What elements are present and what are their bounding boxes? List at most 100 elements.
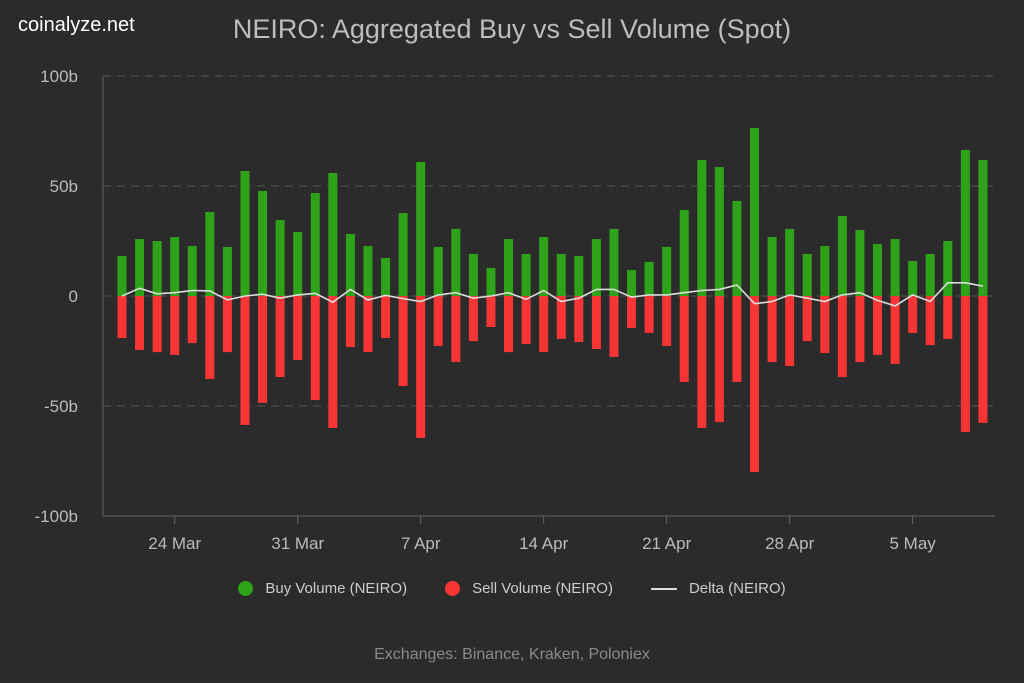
sell-bar — [222, 296, 232, 353]
sell-bar — [574, 296, 584, 342]
sell-bar — [978, 296, 988, 423]
sell-bar — [960, 296, 970, 432]
sell-bar — [258, 296, 268, 403]
sell-bar — [468, 296, 478, 342]
sell-bar — [750, 296, 760, 472]
sell-bar — [943, 296, 953, 339]
buy-bar — [837, 215, 847, 296]
buy-bar — [521, 253, 531, 296]
x-tick-label: 5 May — [890, 534, 937, 553]
buy-bar — [732, 200, 742, 296]
buy-bar — [574, 255, 584, 296]
sell-bar — [345, 296, 355, 348]
sell-bar — [398, 296, 408, 386]
legend-buy-label: Buy Volume (NEIRO) — [265, 580, 408, 597]
sell-bar — [363, 296, 373, 353]
y-tick-label: 0 — [69, 287, 78, 306]
buy-bar — [328, 173, 338, 296]
sell-bar — [855, 296, 865, 362]
sell-bar — [890, 296, 900, 364]
x-tick-label: 14 Apr — [519, 534, 568, 553]
x-tick-label: 28 Apr — [765, 534, 814, 553]
chart-title: NEIRO: Aggregated Buy vs Sell Volume (Sp… — [232, 14, 792, 44]
delta-line-icon — [650, 587, 677, 590]
sell-bar — [381, 296, 391, 339]
y-tick-label: 50b — [50, 177, 78, 196]
sell-bar — [837, 296, 847, 377]
buy-bar — [925, 253, 935, 296]
buy-bar — [714, 167, 724, 296]
legend: Buy Volume (NEIRO) Sell Volume (NEIRO) D… — [0, 580, 1024, 597]
sell-bar — [873, 296, 883, 355]
buy-bar — [486, 268, 496, 296]
sell-bar — [802, 296, 812, 342]
buy-bar — [591, 239, 601, 296]
y-tick-label: -50b — [44, 397, 78, 416]
x-tick-label: 24 Mar — [148, 534, 201, 553]
buy-bar — [627, 270, 637, 296]
y-tick-label: -100b — [35, 507, 78, 526]
buy-bar — [802, 253, 812, 296]
sell-bar — [644, 296, 654, 333]
buy-bar — [767, 237, 777, 296]
sell-dot-icon — [445, 581, 461, 596]
delta-line — [121, 281, 984, 307]
sell-bar — [785, 296, 795, 366]
buy-bar — [890, 239, 900, 296]
sell-bar — [627, 296, 637, 328]
buy-bar — [873, 244, 883, 296]
buy-bar — [609, 228, 619, 296]
buy-bar — [240, 171, 250, 296]
buy-bar — [433, 246, 443, 296]
sell-bar — [714, 296, 724, 423]
buy-bar — [855, 230, 865, 296]
sell-bar — [152, 296, 162, 353]
sell-bar — [504, 296, 514, 353]
buy-bar — [451, 228, 461, 296]
sell-bar — [275, 296, 285, 377]
buy-bar — [468, 253, 478, 296]
brand-logo-text: coinalyze.net — [18, 14, 135, 36]
sell-bar — [328, 296, 338, 428]
buy-bar — [187, 246, 197, 296]
buy-bar — [679, 209, 689, 296]
buy-bar — [170, 237, 180, 296]
sell-bar — [240, 296, 250, 425]
sell-bar — [591, 296, 601, 350]
sell-bar — [908, 296, 918, 333]
sell-bar — [451, 296, 461, 362]
buy-bar — [135, 239, 145, 296]
buy-bar — [222, 246, 232, 296]
sell-bar — [433, 296, 443, 346]
sell-bar — [662, 296, 672, 346]
sell-bar — [732, 296, 742, 383]
legend-delta[interactable]: Delta (NEIRO) — [650, 580, 786, 597]
legend-sell[interactable]: Sell Volume (NEIRO) — [445, 580, 613, 597]
legend-buy[interactable]: Buy Volume (NEIRO) — [238, 580, 407, 597]
x-tick-label: 7 Apr — [401, 534, 441, 553]
sell-bar — [135, 296, 145, 350]
buy-bar — [416, 162, 426, 296]
sell-bar — [187, 296, 197, 344]
sell-bar — [609, 296, 619, 357]
buy-bar — [258, 191, 268, 296]
buy-bar — [556, 253, 566, 296]
buy-bar — [960, 149, 970, 296]
sell-bar — [925, 296, 935, 346]
sell-bar — [679, 296, 689, 383]
sell-bar — [117, 296, 127, 339]
buy-dot-icon — [238, 581, 254, 596]
buy-bar — [908, 261, 918, 296]
sell-bar — [310, 296, 320, 401]
buy-bar — [504, 239, 514, 296]
exchanges-footer: Exchanges: Binance, Kraken, Poloniex — [374, 646, 650, 663]
buy-bar — [785, 228, 795, 296]
buy-bar — [117, 255, 127, 296]
buy-bar — [293, 231, 303, 296]
buy-bar — [697, 160, 707, 296]
buy-bar — [978, 160, 988, 296]
sell-bar — [416, 296, 426, 438]
buy-bar — [152, 241, 162, 296]
x-tick-label: 21 Apr — [642, 534, 691, 553]
